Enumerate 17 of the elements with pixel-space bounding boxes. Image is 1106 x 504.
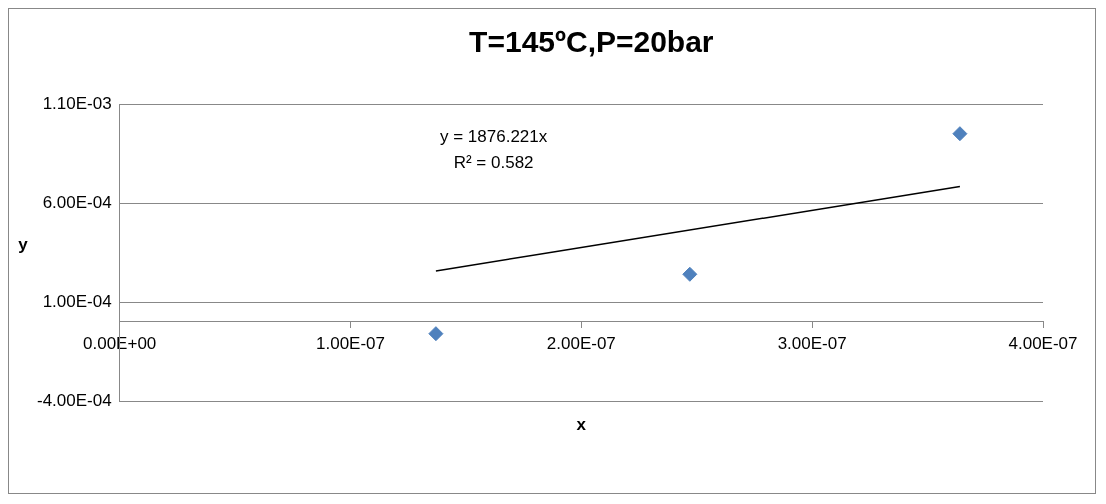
x-tick-label: 4.00E-07 — [1008, 333, 1078, 353]
x-tick-label: 1.00E-07 — [315, 333, 385, 353]
annotation: y = 1876.221x — [439, 126, 548, 146]
y-tick-label: 6.00E-04 — [42, 192, 112, 212]
x-tick-label: 3.00E-07 — [777, 333, 847, 353]
point — [682, 266, 698, 282]
y-tick-label: -4.00E-04 — [36, 390, 112, 410]
y-tick-label: 1.00E-04 — [42, 291, 112, 311]
y-axis-title: y — [18, 235, 29, 255]
x-axis-title: x — [576, 414, 587, 434]
point — [952, 126, 968, 142]
chart-title: T=145ºC,P=20bar — [469, 25, 714, 59]
point — [428, 326, 444, 342]
y-tick-label: 1.10E-03 — [42, 93, 112, 113]
x-tick-label: 2.00E-07 — [546, 333, 616, 353]
annotation: R² = 0.582 — [453, 152, 534, 172]
x-tick-label: 0.00E+00 — [83, 333, 157, 353]
